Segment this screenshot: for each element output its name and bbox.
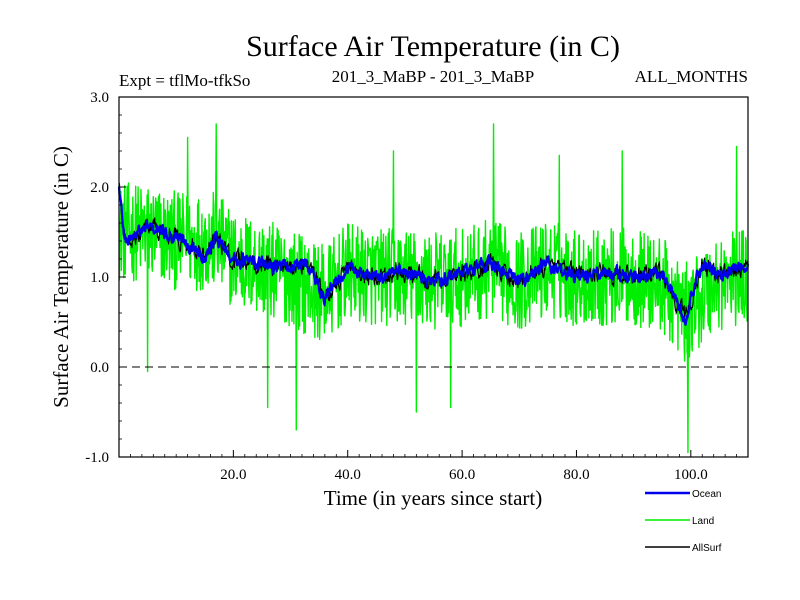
y-tick-label: -1.0: [85, 450, 109, 466]
y-tick-label: 3.0: [90, 90, 109, 106]
chart-subtitle-center: 201_3_MaBP - 201_3_MaBP: [332, 67, 534, 86]
series-line-land: [118, 123, 749, 454]
series-line-ocean: [117, 186, 750, 326]
x-tick-label: 60.0: [449, 467, 475, 483]
y-tick-label: 1.0: [90, 270, 109, 286]
legend-label-ocean: Ocean: [692, 489, 721, 500]
y-tick-label: 0.0: [90, 360, 109, 376]
x-tick-label: 20.0: [220, 467, 246, 483]
legend-label-allsurf: AllSurf: [692, 543, 722, 554]
series-land-group: [118, 123, 749, 454]
chart-title: Surface Air Temperature (in C): [246, 30, 620, 63]
x-tick-label: 80.0: [563, 467, 589, 483]
plot-area: [117, 123, 750, 454]
series-ocean-group: [117, 186, 750, 326]
y-axis-label: Surface Air Temperature (in C): [49, 146, 73, 408]
chart-subtitle-left: Expt = tflMo-tfkSo: [119, 71, 250, 90]
chart-subtitle-right: ALL_MONTHS: [635, 67, 748, 86]
x-tick-label: 40.0: [335, 467, 361, 483]
x-axis-ticks: 20.0 40.0 60.0 80.0 100.0: [130, 450, 737, 483]
legend-label-land: Land: [692, 516, 714, 527]
y-axis-ticks: -1.0 0.0 1.0 2.0 3.0: [85, 90, 126, 466]
x-tick-label: 100.0: [674, 467, 708, 483]
y-tick-label: 2.0: [90, 180, 109, 196]
x-axis-label: Time (in years since start): [324, 486, 543, 510]
legend: Ocean Land AllSurf: [645, 489, 722, 554]
